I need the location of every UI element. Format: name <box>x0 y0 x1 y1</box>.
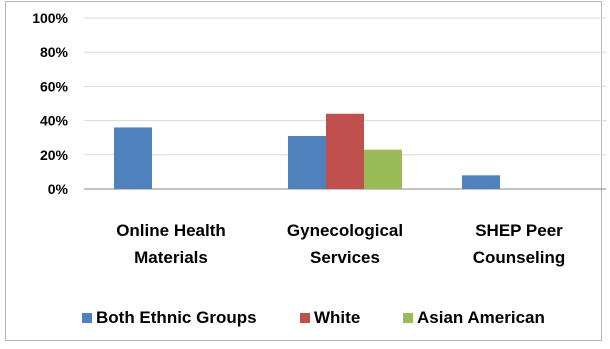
bar-both-ethnic-groups <box>114 127 152 189</box>
y-tick-label: 60% <box>40 78 69 94</box>
bar-both-ethnic-groups <box>462 175 500 189</box>
legend-label: White <box>314 308 360 327</box>
y-tick-label: 80% <box>40 44 69 60</box>
legend-label: Both Ethnic Groups <box>96 308 257 327</box>
legend-label: Asian American <box>417 308 545 327</box>
y-tick-label: 20% <box>40 147 69 163</box>
y-tick-label: 0% <box>48 181 69 197</box>
category-label: SHEP Peer Counseling <box>473 221 566 267</box>
bar-both-ethnic-groups <box>288 135 326 189</box>
y-tick-label: 100% <box>32 10 68 26</box>
legend-swatch <box>300 313 310 323</box>
category-label: Online Health Materials <box>116 221 226 267</box>
category-label-line: Online Health <box>116 221 226 240</box>
category-label-line: Services <box>310 248 380 267</box>
category-label-line: Materials <box>134 248 208 267</box>
category-label-line: Gynecological <box>287 221 403 240</box>
legend-swatch <box>82 313 92 323</box>
category-label: Gynecological Services <box>287 221 403 267</box>
bar-white <box>326 113 364 189</box>
y-tick-label: 40% <box>40 113 69 129</box>
category-label-line: SHEP Peer <box>475 221 563 240</box>
category-label-line: Counseling <box>473 248 566 267</box>
legend-swatch <box>403 313 413 323</box>
bar-asian-american <box>364 149 402 189</box>
